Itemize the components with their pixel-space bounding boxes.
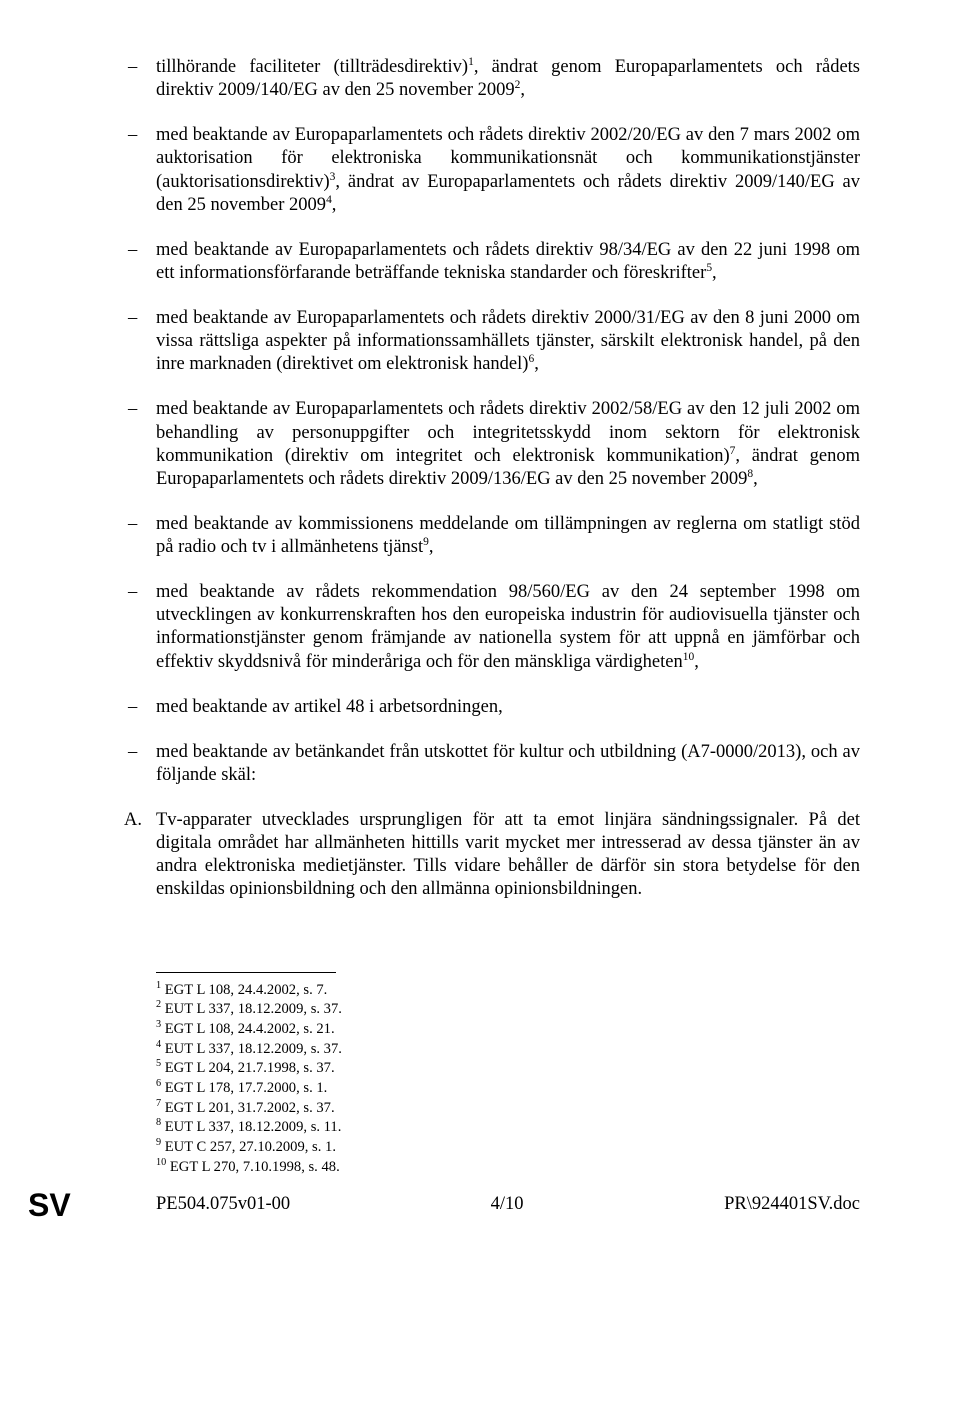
recital-text: Tv-apparater utvecklades ursprungligen f… [156, 810, 860, 899]
recital-item: –med beaktande av kommissionens meddelan… [156, 513, 860, 559]
recital-letter: A. [124, 809, 142, 832]
footnote-number: 1 [156, 980, 161, 991]
dash-bullet: – [128, 124, 137, 147]
dash-bullet: – [128, 239, 137, 262]
footnote: 9 EUT C 257, 27.10.2009, s. 1. [156, 1138, 860, 1157]
dash-bullet: – [128, 513, 137, 536]
recital-lettered: A.Tv-apparater utvecklades ursprungligen… [156, 809, 860, 902]
recital-text: med beaktande av Europaparlamentets och … [156, 240, 860, 283]
footnote-ref: 1 [468, 56, 474, 68]
footnote-ref: 7 [730, 444, 736, 456]
footnotes: 1 EGT L 108, 24.4.2002, s. 7.2 EUT L 337… [156, 981, 860, 1177]
footnote: 4 EUT L 337, 18.12.2009, s. 37. [156, 1040, 860, 1059]
footer-file-ref: PR\924401SV.doc [724, 1194, 860, 1215]
footnote: 10 EGT L 270, 7.10.1998, s. 48. [156, 1158, 860, 1177]
recital-item: –med beaktande av Europaparlamentets och… [156, 239, 860, 285]
footer-page-number: 4/10 [491, 1194, 524, 1215]
dash-bullet: – [128, 56, 137, 79]
recital-text: med beaktande av Europaparlamentets och … [156, 125, 860, 214]
footnote-number: 10 [156, 1157, 166, 1168]
language-code: SV [28, 1187, 71, 1224]
footnote: 6 EGT L 178, 17.7.2000, s. 1. [156, 1079, 860, 1098]
recital-item: –med beaktande av Europaparlamentets och… [156, 124, 860, 217]
dash-bullet: – [128, 741, 137, 764]
footnote-number: 8 [156, 1117, 161, 1128]
footnote: 8 EUT L 337, 18.12.2009, s. 11. [156, 1118, 860, 1137]
recital-text: med beaktande av kommissionens meddeland… [156, 514, 860, 557]
recital-item: –med beaktande av betänkandet från utsko… [156, 741, 860, 787]
recital-text: med beaktande av Europaparlamentets och … [156, 308, 860, 374]
footnote-number: 5 [156, 1058, 161, 1069]
footer-doc-id: PE504.075v01-00 [156, 1194, 290, 1215]
footnote: 2 EUT L 337, 18.12.2009, s. 37. [156, 1000, 860, 1019]
footnote-number: 9 [156, 1137, 161, 1148]
footnote-ref: 3 [330, 170, 336, 182]
page-footer: PE504.075v01-00 4/10 PR\924401SV.doc [100, 1194, 860, 1215]
footnote-ref: 8 [747, 468, 753, 480]
footnote-number: 4 [156, 1039, 161, 1050]
footnote-number: 6 [156, 1078, 161, 1089]
footnote: 1 EGT L 108, 24.4.2002, s. 7. [156, 981, 860, 1000]
footnote: 7 EGT L 201, 31.7.2002, s. 37. [156, 1099, 860, 1118]
footnote-ref: 9 [423, 536, 429, 548]
footnote-number: 7 [156, 1098, 161, 1109]
recital-item: –tillhörande faciliteter (tillträdesdire… [156, 56, 860, 102]
footnote-separator [156, 972, 336, 973]
recital-text: med beaktande av Europaparlamentets och … [156, 399, 860, 488]
footnote-ref: 5 [706, 262, 712, 274]
footnote-ref: 10 [683, 650, 694, 662]
footnote-number: 3 [156, 1019, 161, 1030]
recital-item: –med beaktande av artikel 48 i arbetsord… [156, 696, 860, 719]
footnote-ref: 6 [528, 353, 534, 365]
dash-bullet: – [128, 696, 137, 719]
footnote: 3 EGT L 108, 24.4.2002, s. 21. [156, 1020, 860, 1039]
recital-item: –med beaktande av Europaparlamentets och… [156, 307, 860, 376]
recital-item: –med beaktande av rådets rekommendation … [156, 581, 860, 674]
footnote-number: 2 [156, 999, 161, 1010]
recital-text: med beaktande av betänkandet från utskot… [156, 742, 860, 785]
footnote-ref: 2 [515, 79, 521, 91]
recital-item: –med beaktande av Europaparlamentets och… [156, 398, 860, 491]
dash-bullet: – [128, 581, 137, 604]
footnote-ref: 4 [326, 193, 332, 205]
recital-text: tillhörande faciliteter (tillträdesdirek… [156, 57, 860, 100]
footnote: 5 EGT L 204, 21.7.1998, s. 37. [156, 1059, 860, 1078]
dash-bullet: – [128, 398, 137, 421]
recital-text: med beaktande av artikel 48 i arbetsordn… [156, 697, 503, 717]
dash-bullet: – [128, 307, 137, 330]
recital-text: med beaktande av rådets rekommendation 9… [156, 582, 860, 671]
